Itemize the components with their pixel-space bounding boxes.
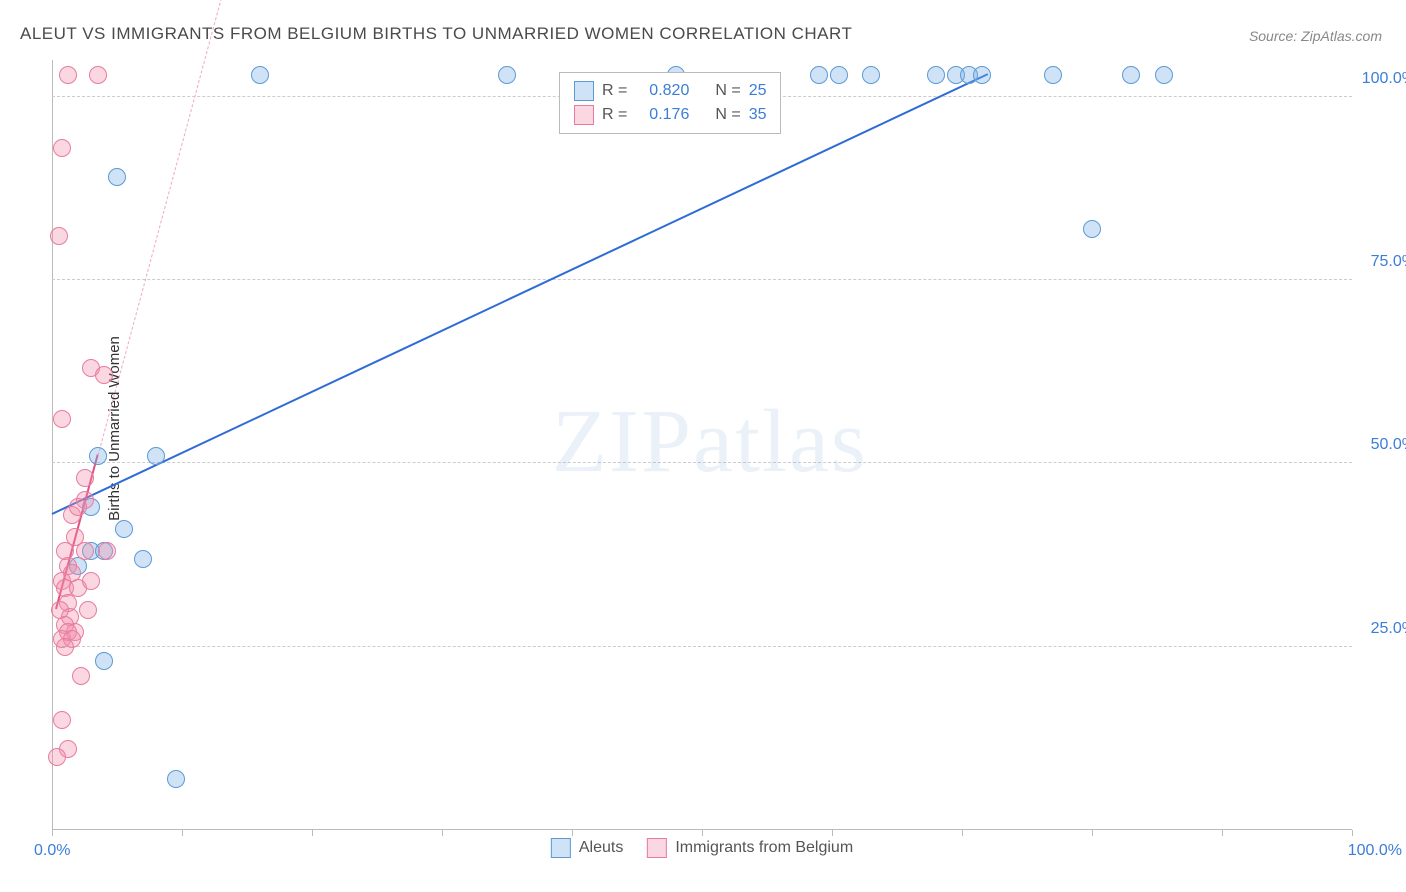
y-axis (52, 60, 53, 830)
legend-row: R = 0.820 N = 25 (574, 79, 766, 103)
data-point (251, 66, 269, 84)
legend-label: Aleuts (579, 839, 623, 857)
x-tick (702, 830, 703, 836)
trend-line (52, 73, 989, 515)
legend-label: Immigrants from Belgium (675, 839, 853, 857)
x-tick-label: 0.0% (34, 842, 70, 860)
data-point (50, 227, 68, 245)
legend-item: Aleuts (551, 838, 623, 858)
watermark: ZIPatlas (552, 390, 868, 493)
legend-row: R = 0.176 N = 35 (574, 103, 766, 127)
gridline (52, 462, 1352, 463)
x-tick (572, 830, 573, 836)
data-point (1044, 66, 1062, 84)
legend-n-value: 35 (749, 106, 767, 124)
data-point (76, 469, 94, 487)
data-point (973, 66, 991, 84)
data-point (59, 66, 77, 84)
data-point (498, 66, 516, 84)
x-tick (1222, 830, 1223, 836)
source-label: Source: ZipAtlas.com (1249, 28, 1382, 44)
chart-title: ALEUT VS IMMIGRANTS FROM BELGIUM BIRTHS … (20, 24, 852, 44)
x-tick (312, 830, 313, 836)
data-point (95, 366, 113, 384)
y-tick-label: 25.0% (1371, 620, 1406, 638)
data-point (56, 638, 74, 656)
data-point (76, 542, 94, 560)
x-tick (52, 830, 53, 836)
data-point (167, 770, 185, 788)
y-tick-label: 50.0% (1371, 436, 1406, 454)
x-tick (962, 830, 963, 836)
data-point (79, 601, 97, 619)
x-tick-label: 100.0% (1348, 842, 1402, 860)
legend-n-value: 25 (749, 82, 767, 100)
data-point (1083, 220, 1101, 238)
plot-area: 25.0%50.0%75.0%100.0%0.0%100.0%ZIPatlas … (52, 60, 1352, 830)
data-point (98, 542, 116, 560)
data-point (1122, 66, 1140, 84)
legend-n-label: N = (715, 82, 740, 100)
data-point (48, 748, 66, 766)
data-point (134, 550, 152, 568)
data-point (89, 447, 107, 465)
legend-r-value: 0.820 (635, 82, 689, 100)
correlation-legend: R = 0.820 N = 25 R = 0.176 N = 35 (559, 72, 781, 134)
legend-swatch-icon (551, 838, 571, 858)
data-point (862, 66, 880, 84)
legend-r-label: R = (602, 106, 627, 124)
y-tick-label: 100.0% (1362, 70, 1406, 88)
data-point (53, 711, 71, 729)
gridline (52, 646, 1352, 647)
data-point (53, 139, 71, 157)
data-point (147, 447, 165, 465)
data-point (72, 667, 90, 685)
x-tick (1352, 830, 1353, 836)
data-point (108, 168, 126, 186)
y-tick-label: 75.0% (1371, 253, 1406, 271)
data-point (69, 498, 87, 516)
legend-r-label: R = (602, 82, 627, 100)
legend-swatch-icon (647, 838, 667, 858)
x-tick (182, 830, 183, 836)
data-point (927, 66, 945, 84)
x-tick (832, 830, 833, 836)
legend-n-label: N = (715, 106, 740, 124)
series-legend: Aleuts Immigrants from Belgium (551, 838, 853, 858)
x-tick (442, 830, 443, 836)
gridline (52, 279, 1352, 280)
legend-swatch-icon (574, 105, 594, 125)
legend-r-value: 0.176 (635, 106, 689, 124)
data-point (830, 66, 848, 84)
data-point (82, 572, 100, 590)
legend-swatch-icon (574, 81, 594, 101)
data-point (89, 66, 107, 84)
x-tick (1092, 830, 1093, 836)
legend-item: Immigrants from Belgium (647, 838, 853, 858)
data-point (810, 66, 828, 84)
data-point (115, 520, 133, 538)
data-point (95, 652, 113, 670)
data-point (1155, 66, 1173, 84)
data-point (53, 410, 71, 428)
trend-line (97, 0, 234, 456)
